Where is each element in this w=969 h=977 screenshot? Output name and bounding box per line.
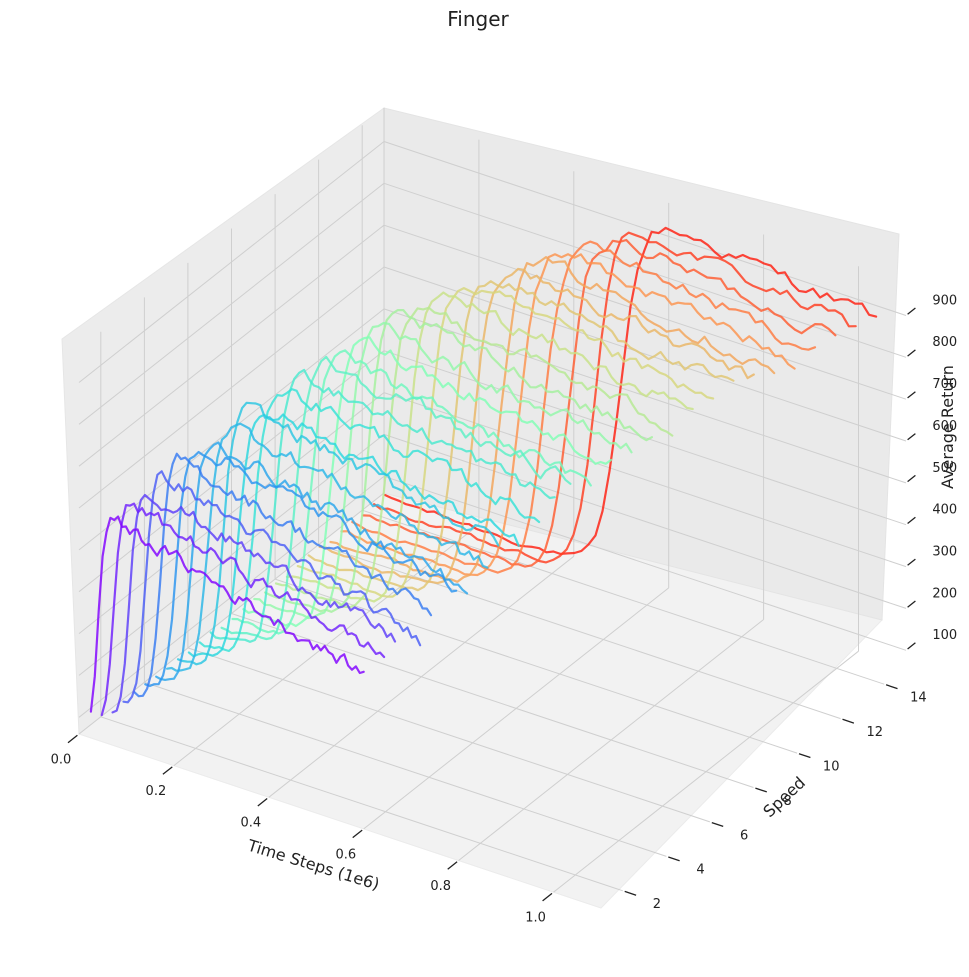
x-tick-mark (67, 734, 78, 744)
z-gridline-left (78, 308, 385, 551)
z-gridline-left (78, 350, 385, 593)
series-line-speed-8-5 (253, 321, 633, 620)
y-gridline-floor (231, 613, 754, 788)
y-tick-mark (798, 753, 811, 759)
y-tick-mark (755, 787, 768, 793)
z-gridline-right (383, 182, 907, 358)
y-tick-mark (711, 821, 724, 828)
series-line-speed-2-5 (122, 470, 422, 704)
y-tick-label: 8 (784, 794, 792, 809)
series-line-speed-4 (155, 441, 469, 681)
z-axis-label: Average Return (938, 365, 957, 489)
z-gridline-left (78, 141, 385, 383)
series-line-speed-2 (111, 493, 397, 714)
y-tick-label: 14 (910, 691, 927, 706)
y-tick-mark (842, 718, 855, 724)
chart-title: Finger (447, 7, 509, 31)
y-tick-mark (885, 684, 898, 690)
z-tick-label: 800 (932, 335, 957, 350)
z-tick-mark (907, 600, 916, 608)
y-gridline-floor (144, 681, 667, 857)
x-tick-mark (352, 829, 363, 839)
series-line-speed-14-5 (383, 226, 878, 555)
y-gridline-floor (100, 716, 623, 892)
x-tick-mark (162, 766, 173, 775)
z-tick-mark (907, 349, 916, 357)
series-line-speed-8 (242, 336, 613, 628)
series-line-speed-1 (89, 515, 365, 713)
series-line-speed-7-5 (231, 349, 592, 635)
z-gridline-left (78, 266, 385, 509)
z-tick-mark (907, 307, 916, 315)
series-line-speed-6-5 (209, 368, 556, 643)
z-gridline-right (383, 350, 907, 526)
x-tick-label: 1.0 (525, 911, 546, 926)
x-tick-mark (447, 861, 458, 870)
z-tick-label: 600 (932, 419, 957, 434)
z-gridline-right (383, 141, 907, 316)
z-gridline-left (78, 182, 385, 425)
z-tick-mark (907, 391, 916, 399)
x-tick-label: 0.6 (335, 847, 356, 862)
z-tick-mark (907, 642, 916, 650)
y-axis-label: Speed (759, 773, 809, 821)
series-line-speed-10 (285, 291, 694, 603)
y-tick-mark (624, 890, 637, 896)
axis-ticks: 0.0 0.2 0.4 0.6 0.8 1.0 2 4 6 8 10 12 14 100 200 300 400… (51, 293, 958, 925)
series-line-speed-5 (176, 401, 500, 666)
z-tick-label: 900 (932, 293, 957, 308)
z-tick-mark (907, 433, 916, 441)
z-tick-label: 700 (932, 377, 957, 392)
y-tick-label: 12 (867, 725, 884, 740)
z-gridline-right (383, 392, 907, 568)
z-tick-label: 100 (932, 628, 957, 643)
z-tick-mark (907, 516, 916, 525)
y-gridline-floor (362, 509, 885, 685)
z-tick-mark (907, 558, 916, 566)
z-gridline-right (383, 266, 907, 442)
z-tick-label: 400 (932, 503, 957, 518)
series-line-speed-1-5 (100, 502, 386, 717)
series-line-speed-5-5 (187, 413, 520, 658)
z-tick-label: 200 (932, 586, 957, 601)
series-line-speed-13-5 (362, 238, 837, 568)
x-tick-label: 0.4 (240, 816, 261, 831)
y-tick-label: 2 (653, 897, 661, 912)
z-tick-mark (907, 474, 916, 483)
x-tick-label: 0.8 (430, 879, 451, 894)
series-lines (89, 226, 878, 717)
y-gridline-floor (318, 544, 841, 720)
series-line-speed-6 (198, 388, 541, 653)
y-tick-label: 10 (823, 760, 840, 775)
x-tick-mark (257, 797, 268, 807)
y-tick-mark (668, 856, 680, 862)
x-axis-label: Time Steps (1e6) (244, 835, 381, 893)
z-gridline-right (383, 475, 907, 651)
z-tick-label: 300 (932, 544, 957, 559)
z-gridline-right (383, 224, 907, 400)
y-gridline-floor (187, 647, 711, 823)
series-line-speed-13 (351, 240, 817, 574)
x-tick-label: 0.0 (51, 752, 72, 767)
series-line-speed-3 (133, 452, 433, 698)
x-tick-label: 0.2 (146, 784, 167, 799)
z-gridline-left (78, 224, 385, 467)
z-tick-label: 500 (932, 461, 957, 476)
series-line-speed-12 (329, 256, 776, 583)
series-line-speed-9 (264, 309, 653, 613)
y-tick-label: 4 (696, 863, 704, 878)
y-gridline-floor (274, 578, 798, 754)
series-line-speed-3-5 (144, 450, 458, 688)
y-tick-label: 6 (740, 828, 748, 843)
x-tick-mark (542, 892, 553, 902)
series-line-speed-11 (307, 280, 735, 592)
